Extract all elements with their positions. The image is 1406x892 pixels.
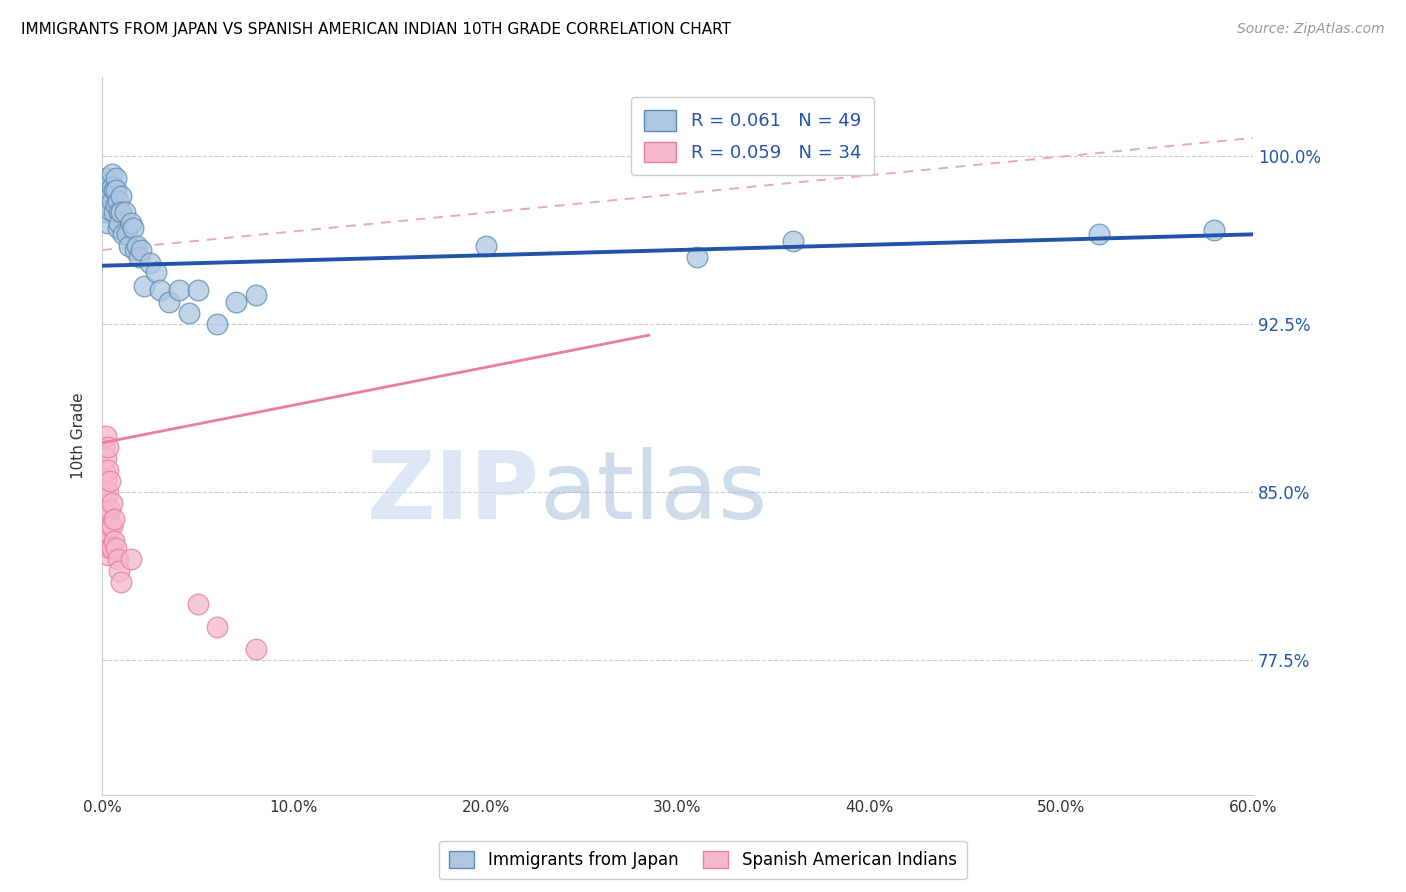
Point <box>101 496 124 510</box>
Point <box>98 541 121 556</box>
Point <box>120 216 142 230</box>
Point <box>101 167 124 181</box>
Point <box>104 541 127 556</box>
Point <box>94 171 117 186</box>
Text: IMMIGRANTS FROM JAPAN VS SPANISH AMERICAN INDIAN 10TH GRADE CORRELATION CHART: IMMIGRANTS FROM JAPAN VS SPANISH AMERICA… <box>21 22 731 37</box>
Text: atlas: atlas <box>540 448 768 540</box>
Point <box>103 512 125 526</box>
Point <box>97 485 120 500</box>
Point <box>97 548 120 562</box>
Point <box>1204 223 1226 237</box>
Point <box>104 171 127 186</box>
Point <box>108 564 131 578</box>
Point <box>93 512 115 526</box>
Y-axis label: 10th Grade: 10th Grade <box>72 392 86 479</box>
Point <box>125 238 148 252</box>
Point <box>686 250 709 264</box>
Point <box>207 619 229 633</box>
Point <box>114 205 136 219</box>
Point <box>108 205 131 219</box>
Point <box>103 182 125 196</box>
Point <box>157 294 180 309</box>
Point <box>107 220 129 235</box>
Point <box>98 518 121 533</box>
Point <box>101 194 124 208</box>
Point <box>98 503 121 517</box>
Point <box>97 198 120 212</box>
Point <box>101 180 124 194</box>
Point <box>110 189 132 203</box>
Text: Source: ZipAtlas.com: Source: ZipAtlas.com <box>1237 22 1385 37</box>
Point <box>97 508 120 522</box>
Point <box>187 284 209 298</box>
Point <box>94 490 117 504</box>
Point <box>108 216 131 230</box>
Point <box>139 256 162 270</box>
Point <box>93 485 115 500</box>
Point <box>120 552 142 566</box>
Point <box>103 205 125 219</box>
Point <box>110 574 132 589</box>
Point <box>107 552 129 566</box>
Point <box>97 182 120 196</box>
Point <box>93 463 115 477</box>
Point <box>93 194 115 208</box>
Point <box>207 317 229 331</box>
Point <box>245 642 267 657</box>
Point <box>97 216 120 230</box>
Point <box>94 474 117 488</box>
Point <box>101 541 124 556</box>
Legend: R = 0.061   N = 49, R = 0.059   N = 34: R = 0.061 N = 49, R = 0.059 N = 34 <box>631 97 873 175</box>
Point <box>104 182 127 196</box>
Point <box>98 202 121 217</box>
Point <box>94 205 117 219</box>
Point <box>124 243 146 257</box>
Text: ZIP: ZIP <box>367 448 540 540</box>
Point <box>101 518 124 533</box>
Point <box>474 238 496 252</box>
Point <box>118 238 141 252</box>
Point <box>103 534 125 549</box>
Point <box>187 597 209 611</box>
Point <box>134 279 156 293</box>
Point <box>97 440 120 454</box>
Point <box>98 474 121 488</box>
Legend: Immigrants from Japan, Spanish American Indians: Immigrants from Japan, Spanish American … <box>439 841 967 880</box>
Point <box>110 205 132 219</box>
Point <box>93 440 115 454</box>
Point <box>94 512 117 526</box>
Point <box>94 429 117 443</box>
Point <box>97 463 120 477</box>
Point <box>98 176 121 190</box>
Point <box>104 198 127 212</box>
Point <box>93 534 115 549</box>
Point <box>122 220 145 235</box>
Point <box>1088 227 1111 242</box>
Point <box>149 284 172 298</box>
Point <box>129 243 152 257</box>
Point <box>782 234 804 248</box>
Point <box>112 227 135 242</box>
Point <box>145 265 167 279</box>
Point <box>98 189 121 203</box>
Point <box>128 250 150 264</box>
Point <box>167 284 190 298</box>
Point <box>94 534 117 549</box>
Point <box>115 227 138 242</box>
Point <box>97 525 120 540</box>
Point <box>225 294 247 309</box>
Point <box>107 194 129 208</box>
Point <box>245 288 267 302</box>
Point <box>94 451 117 466</box>
Point <box>177 306 200 320</box>
